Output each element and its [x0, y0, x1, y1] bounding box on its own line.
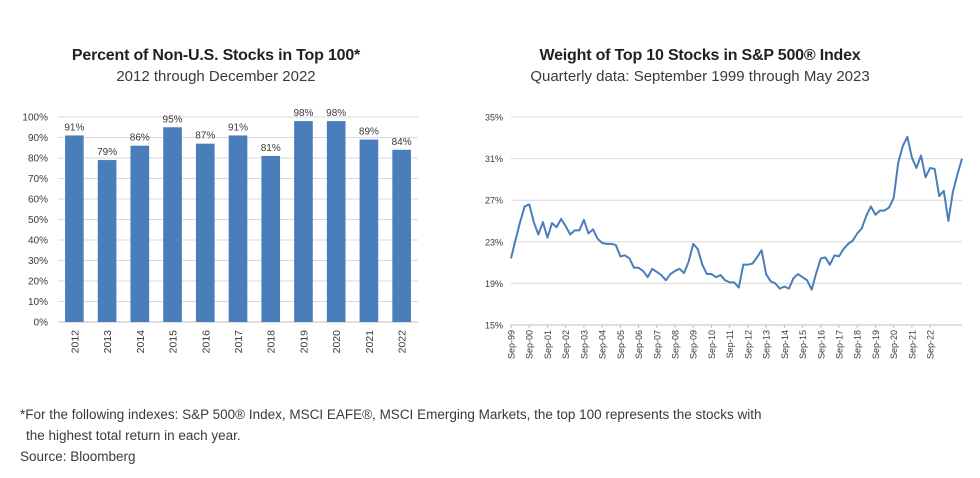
y-tick-label: 15%	[485, 321, 503, 331]
bar	[228, 135, 248, 322]
y-tick-label: 35%	[485, 113, 503, 123]
bar	[294, 121, 313, 322]
x-tick-label: Sep-15	[798, 330, 808, 359]
y-tick-label: 50%	[28, 215, 48, 226]
data-label: 84%	[392, 137, 412, 148]
x-tick-label: Sep-21	[907, 330, 917, 359]
bar-chart-title: Percent of Non-U.S. Stocks in Top 100*	[71, 47, 361, 64]
y-tick-label: 0%	[34, 318, 49, 329]
y-tick-label: 23%	[485, 237, 503, 247]
x-tick-label: Sep-13	[762, 330, 772, 359]
x-tick-label: Sep-05	[616, 330, 626, 359]
data-label: 89%	[359, 127, 379, 138]
x-tick-label: Sep-07	[652, 330, 662, 359]
bar	[130, 145, 150, 322]
line-chart-subtitle: Quarterly data: September 1999 through M…	[530, 68, 870, 85]
x-tick-label: 2018	[266, 330, 278, 354]
y-tick-label: 27%	[485, 196, 503, 206]
x-tick-label: Sep-02	[561, 330, 571, 359]
x-tick-label: Sep-19	[871, 330, 881, 359]
y-tick-label: 30%	[28, 256, 48, 267]
x-tick-label: 2017	[233, 330, 245, 354]
footnote-line-2: the highest total return in each year.	[26, 428, 241, 443]
source-note: Source: Bloomberg	[20, 449, 136, 464]
x-tick-label: Sep-06	[634, 330, 644, 359]
x-tick-label: Sep-01	[543, 330, 553, 359]
footnote-line-1: *For the following indexes: S&P 500® Ind…	[20, 407, 762, 422]
bar	[326, 121, 346, 322]
y-tick-label: 80%	[28, 154, 48, 165]
y-tick-label: 10%	[28, 297, 48, 308]
line-chart-panel: Weight of Top 10 Stocks in S&P 500® Inde…	[480, 0, 980, 400]
x-tick-label: 2013	[102, 330, 114, 354]
bar-chart: 0% 10% 20% 30% 40% 50% 60% 70% 80% 90% 100% 91% 2012…	[22, 108, 418, 354]
bar-chart-subtitle: 2012 through December 2022	[116, 68, 316, 85]
x-tick-label: 2021	[364, 330, 376, 354]
bar	[261, 155, 281, 322]
x-tick-label: 2014	[135, 330, 147, 354]
bar	[97, 160, 117, 322]
data-label: 91%	[228, 122, 248, 133]
x-tick-label: Sep-16	[816, 330, 826, 359]
x-tick-label: Sep-11	[725, 330, 735, 358]
y-tick-label: 100%	[22, 113, 48, 124]
y-tick-label: 40%	[28, 236, 48, 247]
x-tick-label: Sep-12	[743, 330, 753, 359]
data-label: 98%	[293, 108, 313, 119]
series-line	[510, 135, 963, 291]
x-tick-label: Sep-20	[889, 330, 899, 359]
data-label: 81%	[261, 143, 281, 154]
data-label: 98%	[326, 108, 346, 119]
x-tick-label: 2016	[200, 330, 212, 354]
y-tick-label: 31%	[485, 154, 503, 164]
footnote: *For the following indexes: S&P 500® Ind…	[20, 404, 761, 467]
y-tick-label: 60%	[28, 195, 48, 206]
x-tick-label: Sep-18	[853, 330, 863, 359]
y-tick-label: 90%	[28, 133, 48, 144]
line-chart-title: Weight of Top 10 Stocks in S&P 500® Inde…	[539, 47, 861, 64]
x-tick-label: Sep-99	[507, 330, 517, 359]
bar	[359, 139, 379, 322]
bar	[195, 143, 215, 322]
x-tick-label: Sep-17	[835, 330, 845, 359]
x-tick-label: Sep-09	[689, 330, 699, 359]
x-tick-label: 2015	[168, 330, 180, 354]
bar	[163, 127, 182, 322]
line-chart: 15% 19% 23% 27% 31% 35% Sep-99 Sep-00 Sep-01 Sep-…	[485, 113, 963, 359]
x-tick-label: 2020	[331, 330, 343, 354]
x-tick-label: 2012	[69, 330, 81, 354]
y-tick-label: 20%	[28, 277, 48, 288]
y-tick-label: 19%	[485, 279, 503, 289]
x-tick-label: Sep-08	[671, 330, 681, 359]
data-label: 86%	[130, 133, 150, 144]
bar-chart-panel: Percent of Non-U.S. Stocks in Top 100* 2…	[0, 0, 440, 400]
x-tick-label: Sep-03	[579, 330, 589, 359]
data-label: 91%	[64, 122, 84, 133]
x-tick-label: 2022	[397, 330, 409, 354]
data-label: 87%	[195, 131, 215, 142]
x-tick-label: 2019	[298, 330, 310, 354]
bar	[65, 135, 84, 322]
data-label: 79%	[97, 147, 117, 158]
x-tick-label: Sep-14	[780, 330, 790, 359]
data-label: 95%	[163, 114, 183, 125]
x-tick-label: Sep-22	[926, 330, 936, 359]
x-tick-label: Sep-04	[598, 330, 608, 359]
bar	[392, 149, 411, 322]
y-tick-label: 70%	[28, 174, 48, 185]
x-tick-label: Sep-10	[707, 330, 717, 359]
x-tick-label: Sep-00	[525, 330, 535, 359]
